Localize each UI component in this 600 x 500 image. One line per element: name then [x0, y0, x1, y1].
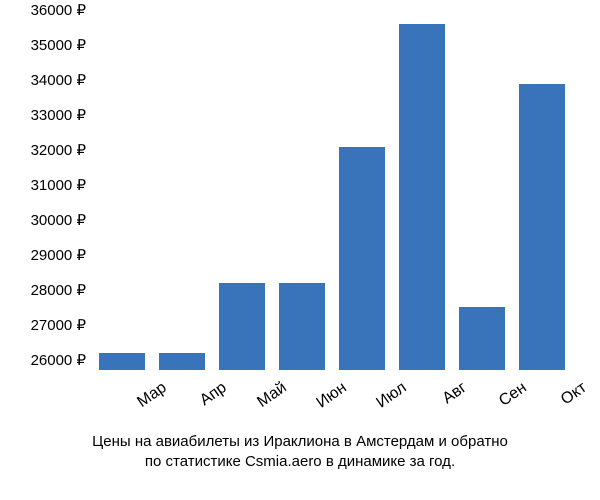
x-tick-label: Авг: [427, 379, 470, 417]
y-tick-label: 35000 ₽: [31, 36, 86, 54]
y-tick-label: 36000 ₽: [31, 1, 86, 19]
y-tick-label: 30000 ₽: [31, 211, 86, 229]
bar: [279, 283, 326, 370]
bar: [99, 353, 146, 370]
x-tick-label: Апр: [187, 379, 230, 417]
y-tick-label: 28000 ₽: [31, 281, 86, 299]
y-tick-label: 32000 ₽: [31, 141, 86, 159]
x-tick-label: Сен: [487, 379, 530, 417]
caption-line-2: по статистике Csmia.aero в динамике за г…: [145, 453, 455, 470]
x-tick-label: Июн: [307, 379, 350, 417]
y-tick-label: 34000 ₽: [31, 71, 86, 89]
price-chart: 26000 ₽ 27000 ₽ 28000 ₽ 29000 ₽ 30000 ₽ 31000…: [0, 0, 600, 500]
x-tick-label: Июл: [367, 379, 410, 417]
y-tick-label: 29000 ₽: [31, 246, 86, 264]
bar: [219, 283, 266, 370]
y-tick-label: 27000 ₽: [31, 316, 86, 334]
bar: [339, 147, 386, 370]
bar: [519, 84, 566, 370]
y-tick-label: 31000 ₽: [31, 176, 86, 194]
x-tick-label: Май: [247, 379, 290, 417]
caption-line-1: Цены на авиабилеты из Ираклиона в Амстер…: [92, 433, 508, 450]
x-tick-label: Окт: [547, 379, 590, 417]
plot-area: [92, 0, 572, 370]
y-tick-label: 26000 ₽: [31, 351, 86, 369]
bar: [399, 24, 446, 370]
x-tick-label: Мар: [127, 379, 170, 417]
x-axis: МарАпрМайИюнИюлАвгСенОкт: [92, 375, 572, 425]
y-tick-label: 33000 ₽: [31, 106, 86, 124]
chart-caption: Цены на авиабилеты из Ираклиона в Амстер…: [0, 432, 600, 473]
bar: [459, 307, 506, 370]
y-axis: 26000 ₽ 27000 ₽ 28000 ₽ 29000 ₽ 30000 ₽ 31000…: [0, 0, 92, 370]
bar: [159, 353, 206, 370]
